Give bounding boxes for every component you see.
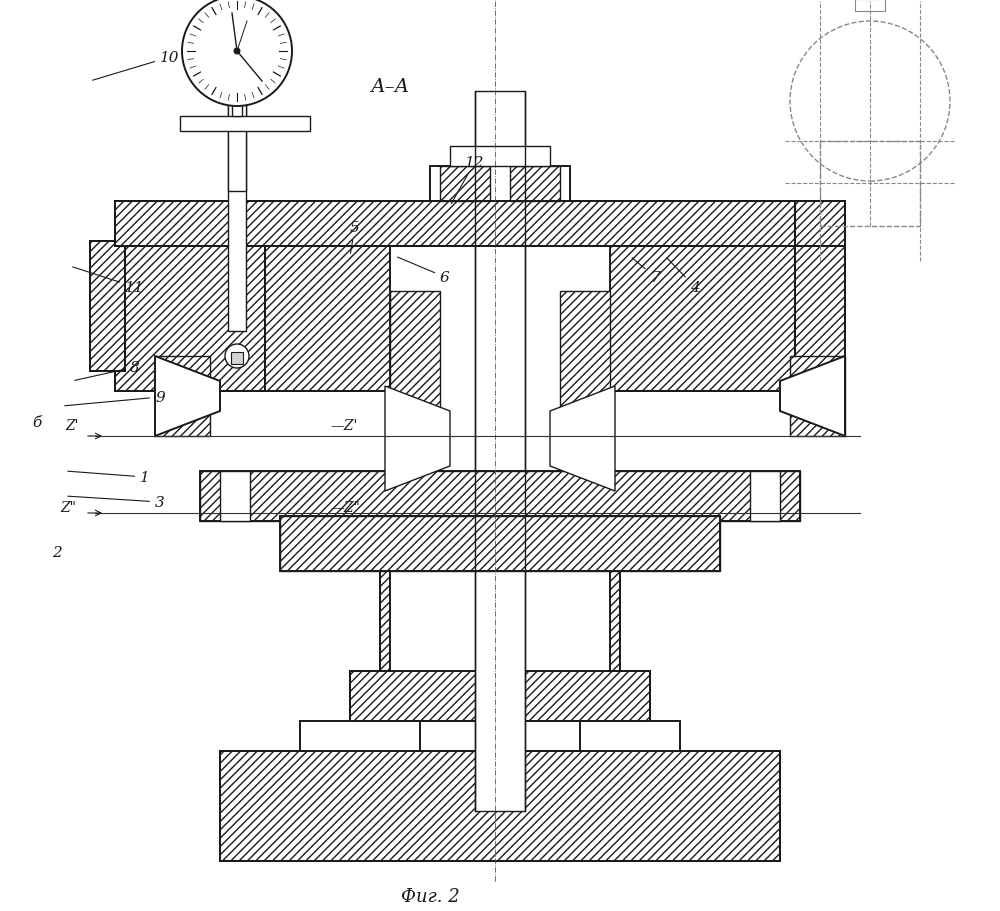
Bar (115, 231, 265, 392)
Bar (90, 241, 125, 372)
Bar (560, 292, 610, 491)
Bar (90, 241, 125, 372)
Bar (220, 472, 250, 521)
Bar (380, 491, 620, 671)
Polygon shape (780, 356, 845, 436)
Bar (855, 0, 885, 12)
Bar (350, 671, 650, 722)
Bar (155, 356, 210, 436)
Text: 11: 11 (73, 268, 145, 294)
Text: 9: 9 (65, 391, 165, 406)
Text: 7: 7 (632, 259, 660, 284)
Bar (115, 231, 265, 392)
Polygon shape (550, 386, 615, 491)
Bar (265, 231, 795, 392)
Bar (795, 201, 845, 247)
Bar (300, 722, 420, 752)
Text: 6: 6 (398, 258, 450, 284)
Text: 12: 12 (451, 156, 485, 204)
Text: —Z': —Z' (330, 418, 357, 433)
Bar (220, 752, 780, 861)
Bar (280, 517, 720, 571)
Text: 2: 2 (52, 546, 62, 559)
Bar (200, 472, 800, 521)
Bar (228, 72, 246, 332)
Bar (510, 167, 560, 201)
Bar (795, 241, 845, 372)
Bar (440, 167, 490, 201)
Bar (115, 201, 795, 247)
Circle shape (225, 344, 249, 369)
Bar (350, 671, 650, 722)
Text: 4: 4 (667, 259, 700, 294)
Bar (450, 147, 550, 167)
Bar (265, 231, 795, 392)
Bar (228, 62, 246, 192)
Text: Фиг. 2: Фиг. 2 (401, 887, 459, 905)
Bar (750, 472, 780, 521)
Text: 8: 8 (75, 361, 140, 381)
Bar (790, 356, 845, 436)
Text: б: б (32, 415, 41, 429)
Text: Z": Z" (60, 500, 76, 515)
Bar (390, 231, 610, 671)
Text: А–А: А–А (370, 78, 409, 96)
Bar (580, 722, 680, 752)
Bar (390, 292, 440, 491)
Polygon shape (385, 386, 450, 491)
Bar (220, 752, 780, 861)
Text: 5: 5 (350, 220, 360, 254)
Text: 1: 1 (68, 470, 150, 485)
Bar (795, 241, 845, 372)
Bar (232, 37, 242, 117)
Bar (380, 491, 620, 671)
Polygon shape (155, 356, 220, 436)
Bar (180, 117, 310, 132)
Bar (475, 92, 525, 811)
Text: 3: 3 (68, 496, 165, 509)
Circle shape (234, 48, 241, 56)
Bar (231, 353, 243, 364)
Bar (430, 167, 570, 201)
Text: Z': Z' (65, 418, 79, 433)
Bar (795, 201, 845, 247)
Text: —Z": —Z" (330, 500, 360, 515)
Circle shape (182, 0, 292, 107)
Bar (115, 201, 795, 247)
Bar (200, 472, 800, 521)
Text: 10: 10 (93, 51, 180, 81)
Bar (280, 517, 720, 571)
